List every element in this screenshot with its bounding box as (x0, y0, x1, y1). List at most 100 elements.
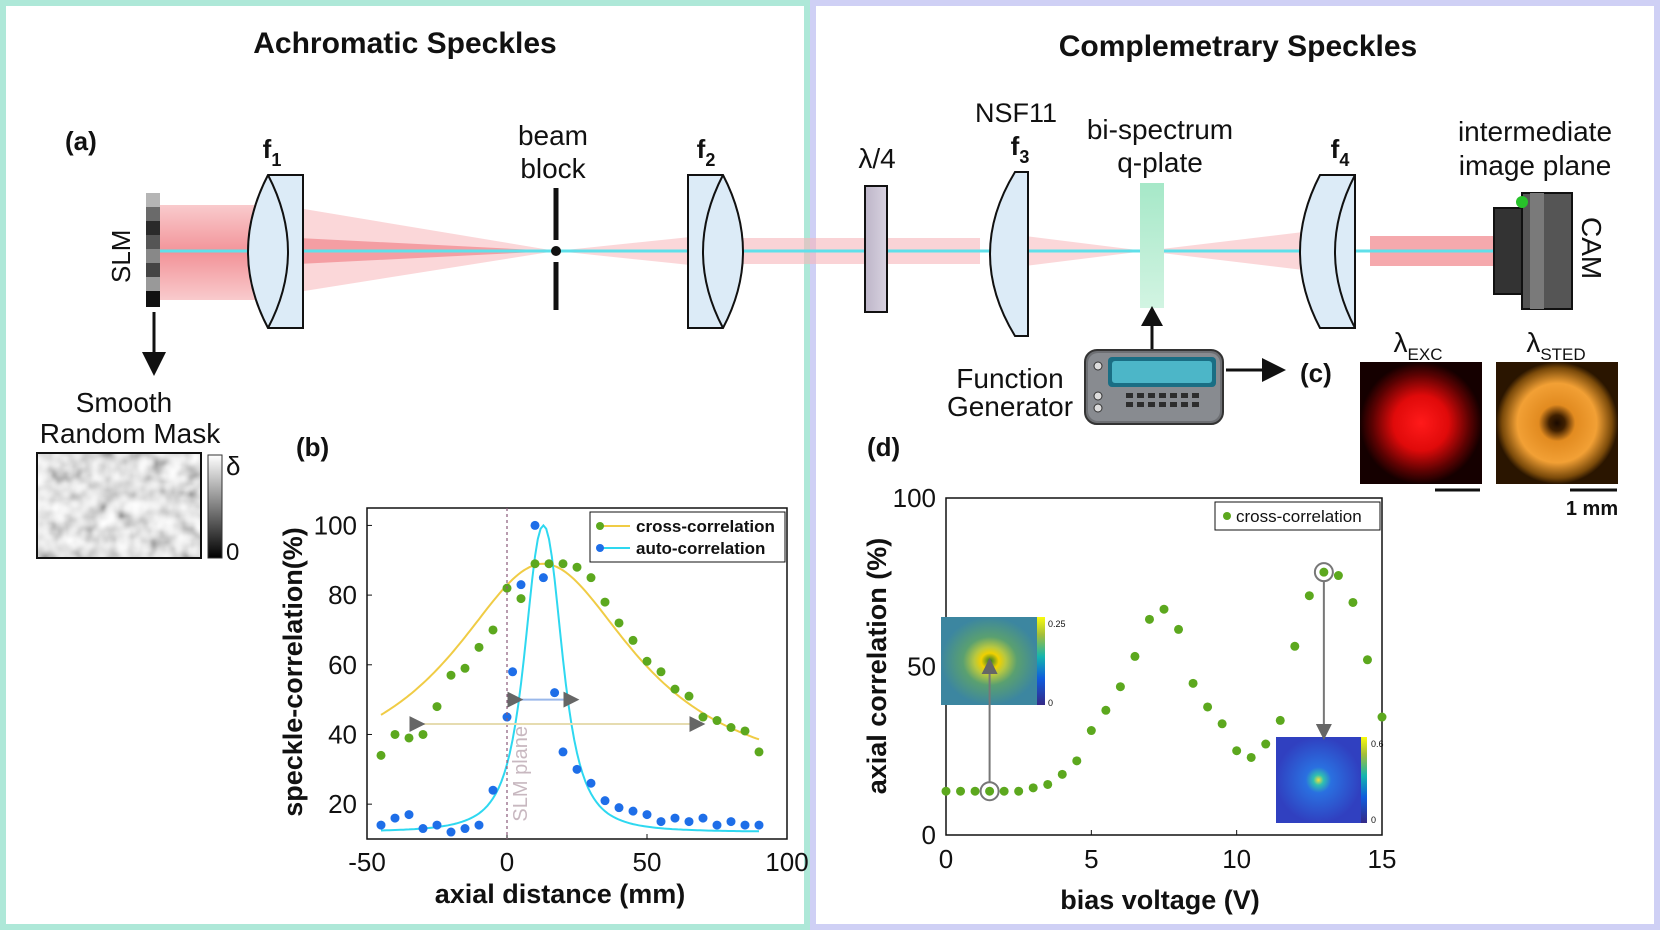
fg-knob (1093, 361, 1103, 371)
y-tick-label: 40 (328, 719, 357, 749)
cross-correlation-point (1290, 641, 1300, 651)
qplate-label-1: bi-spectrum (1087, 114, 1233, 145)
auto-correlation-point (508, 667, 518, 677)
chart-d: 0 5 10 15 0 50 100 cross-correlation 0.25 0 0.… (893, 483, 1397, 874)
inset2-min: 0 (1371, 815, 1376, 825)
cross-correlation-point (1086, 726, 1096, 736)
mask-label-1: Smooth (76, 387, 173, 418)
cross-correlation-point (558, 559, 568, 569)
auto-correlation-point (376, 820, 386, 830)
random-mask-frame (36, 452, 202, 559)
left-panel-title: Achromatic Speckles (253, 27, 556, 60)
slm-arrow-head (142, 352, 166, 376)
cross-correlation-point (600, 597, 610, 607)
inset2-image (1276, 737, 1361, 823)
cross-correlation-point (544, 559, 554, 569)
inset2-colorbar (1361, 737, 1367, 823)
camera-indicator (1516, 196, 1528, 208)
fg-to-qplate-arrowhead (1141, 306, 1163, 326)
auto-correlation-point (418, 824, 428, 834)
x-tick-label: -50 (348, 847, 386, 877)
beam-block-label-1: beam (518, 120, 588, 151)
cross-correlation-point (460, 663, 470, 673)
auto-correlation-point (516, 580, 526, 590)
auto-correlation-point (586, 778, 596, 788)
cross-correlation-point (1203, 702, 1213, 712)
iip-label-2: image plane (1459, 150, 1612, 181)
mask-scale-top: δ (226, 451, 240, 481)
label-c: (c) (1300, 358, 1332, 388)
nsf11-label: NSF11 (975, 98, 1057, 128)
auto-correlation-point (628, 806, 638, 816)
f4-label: f4 (1331, 134, 1350, 170)
cross-correlation-point (670, 684, 680, 694)
auto-correlation-point (446, 827, 456, 837)
legend-cross-marker (596, 522, 604, 530)
cross-correlation-point (684, 691, 694, 701)
label-d: (d) (867, 432, 900, 462)
cross-correlation-point (1144, 614, 1154, 624)
chart-d-points (941, 567, 1387, 796)
auto-correlation-point (656, 817, 666, 827)
inset1-max: 0.25 (1048, 619, 1066, 629)
cross-correlation-point (1014, 786, 1024, 796)
x-tick-label: 10 (1222, 844, 1251, 874)
slm-label: SLM (106, 230, 136, 283)
cross-correlation-point (572, 562, 582, 572)
cross-correlation-point (941, 786, 951, 796)
cross-correlation-point (1043, 779, 1053, 789)
cross-correlation-point (446, 670, 456, 680)
label-b: (b) (296, 432, 329, 462)
auto-correlation-point (488, 785, 498, 795)
y-tick-label: 60 (328, 650, 357, 680)
slm-device (146, 193, 160, 307)
legend-d-label: cross-correlation (1236, 507, 1362, 526)
inset2-max: 0.6 (1371, 739, 1384, 749)
cross-correlation-point (1072, 756, 1082, 766)
cross-correlation-point (1101, 705, 1111, 715)
auto-correlation-point (740, 820, 750, 830)
cross-correlation-point (656, 667, 666, 677)
cross-correlation-point (1188, 678, 1198, 688)
cross-correlation-point (474, 642, 484, 652)
cross-correlation-point (516, 594, 526, 604)
lens-f2 (687, 174, 744, 329)
auto-correlation-point (712, 820, 722, 830)
lambda-exc-label: λEXC (1394, 327, 1443, 364)
cross-correlation-point (1333, 571, 1343, 581)
cross-correlation-point (712, 716, 722, 726)
label-a: (a) (65, 126, 97, 156)
y-tick-label: 100 (314, 510, 357, 540)
auto-correlation-point (670, 813, 680, 823)
chart-d-axes: 0 5 10 15 0 50 100 (893, 483, 1397, 874)
auto-correlation-point (460, 824, 470, 834)
cross-correlation-point (1028, 783, 1038, 793)
cross-correlation-point (1115, 682, 1125, 692)
auto-correlation-point (642, 810, 652, 820)
x-tick-label: 100 (765, 847, 808, 877)
slm-plane-label: SLM plane (510, 726, 532, 822)
cross-correlation-fit (380, 562, 760, 741)
auto-correlation-point (558, 747, 568, 757)
cross-correlation-point (376, 750, 386, 760)
auto-correlation-fit (380, 523, 759, 833)
f3-label: f3 (1011, 131, 1030, 167)
cross-correlation-point (1348, 597, 1358, 607)
cross-correlation-point (956, 786, 966, 796)
f1-label: f1 (263, 134, 282, 170)
inset1-colorbar (1037, 617, 1045, 705)
chart-d-callouts (979, 562, 1334, 802)
cross-correlation-point (1130, 651, 1140, 661)
cross-correlation-point (1304, 591, 1314, 601)
chart-b-xlabel: axial distance (mm) (435, 879, 686, 909)
mask-colorbar (207, 454, 223, 559)
x-tick-label: 0 (939, 844, 953, 874)
beam-block-dot (551, 246, 561, 256)
cross-correlation-point (999, 786, 1009, 796)
x-tick-label: 50 (633, 847, 662, 877)
auto-correlation-point (600, 796, 610, 806)
cross-correlation-point (1232, 746, 1242, 756)
auto-correlation-point (404, 810, 414, 820)
lens-f1 (247, 174, 304, 329)
optical-path (150, 205, 1496, 300)
